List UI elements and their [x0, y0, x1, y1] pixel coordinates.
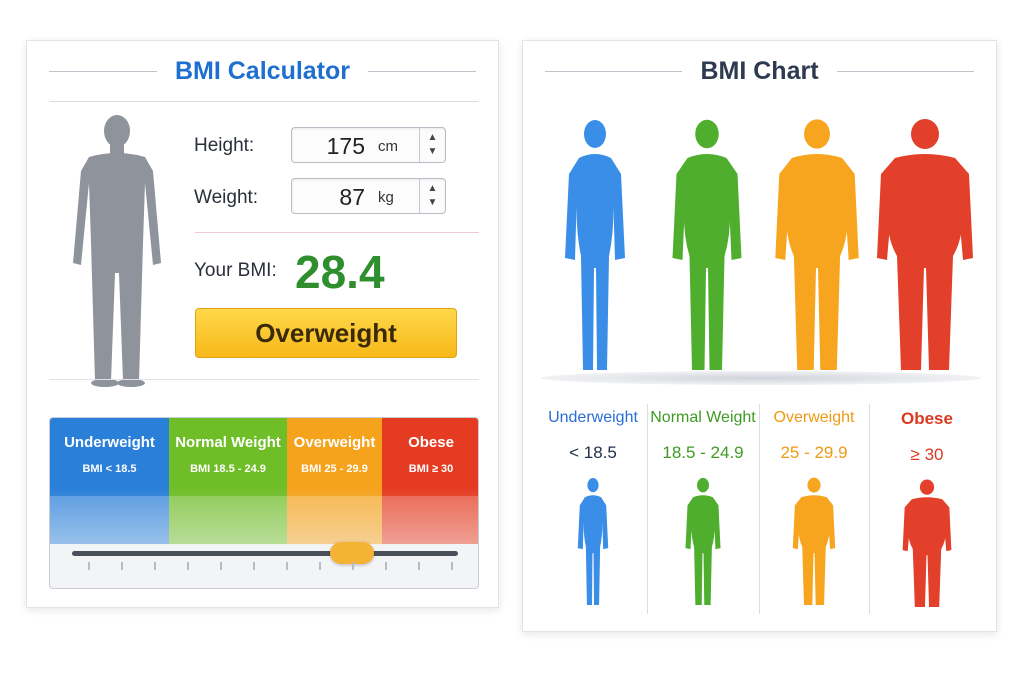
- body-figure-icon: [685, 477, 721, 605]
- body-figure-icon: [775, 119, 859, 370]
- header-divider: [49, 101, 479, 102]
- column-separator: [759, 404, 760, 614]
- person-silhouette-icon: [73, 115, 161, 387]
- bmi-calculator-panel: BMI Calculator Height: 175 cm ▲ ▼ Weight…: [26, 40, 499, 608]
- slider-tick: [187, 562, 189, 570]
- decrement-arrow-icon[interactable]: ▼: [427, 197, 438, 208]
- scale-segment-overweight: Overweight BMI 25 - 29.9: [287, 418, 382, 544]
- body-figure-icon: [792, 477, 836, 605]
- weight-stepper[interactable]: ▲ ▼: [419, 179, 445, 213]
- figure-floor: [49, 379, 479, 380]
- weight-label: Weight:: [194, 187, 259, 208]
- scale-segment-range: BMI ≥ 30: [408, 463, 454, 475]
- category-range: ≥ 30: [910, 445, 944, 464]
- slider-thumb[interactable]: [329, 542, 374, 564]
- chart-figure-normal-weight: [657, 117, 757, 384]
- slider-tick: [385, 562, 387, 570]
- scale-segment-normal-weight: Normal Weight BMI 18.5 - 24.9: [169, 418, 287, 544]
- chart-figure-underweight: [545, 117, 645, 384]
- category-range: 25 - 29.9: [780, 443, 848, 462]
- title-divider-left: [49, 71, 157, 72]
- category-figure: [759, 477, 869, 614]
- chart-figure-overweight: [767, 117, 867, 384]
- weight-input[interactable]: 87 kg ▲ ▼: [291, 178, 446, 214]
- category-name: Obese: [901, 409, 953, 428]
- slider-tick: [121, 562, 123, 570]
- title-divider-left: [545, 71, 683, 72]
- body-figure-icon: [565, 120, 625, 370]
- calculator-title: BMI Calculator: [174, 57, 351, 85]
- category-range: 18.5 - 24.9: [662, 443, 744, 462]
- height-stepper[interactable]: ▲ ▼: [419, 128, 445, 162]
- category-column: Underweight < 18.5: [537, 409, 649, 619]
- result-divider: [195, 232, 479, 233]
- body-figure-icon: [877, 119, 973, 370]
- slider-tick: [154, 562, 156, 570]
- category-range: < 18.5: [569, 443, 617, 462]
- category-name: Normal Weight: [650, 409, 756, 426]
- calculator-header: BMI Calculator: [27, 57, 498, 86]
- figures-floor-shadow: [541, 371, 981, 385]
- scale-segment-label: Normal Weight: [175, 434, 281, 451]
- category-figure: [647, 477, 759, 614]
- bmi-chart-panel: BMI Chart Underweight < 18.5 Normal Weight…: [522, 40, 997, 632]
- slider-track[interactable]: [72, 551, 458, 556]
- slider-tick: [286, 562, 288, 570]
- scale-segment-range: BMI < 18.5: [82, 463, 137, 475]
- scale-segment-label: Underweight: [64, 434, 155, 451]
- body-figure-icon: [577, 478, 609, 605]
- category-column: Normal Weight 18.5 - 24.9: [647, 409, 759, 619]
- slider-tick: [418, 562, 420, 570]
- slider-tick: [88, 562, 90, 570]
- scale-segment-obese: Obese BMI ≥ 30: [382, 418, 478, 544]
- decrement-arrow-icon[interactable]: ▼: [427, 146, 438, 157]
- slider-tick: [319, 562, 321, 570]
- increment-arrow-icon[interactable]: ▲: [427, 183, 438, 194]
- slider-tick: [451, 562, 453, 570]
- scale-segment-range: BMI 18.5 - 24.9: [190, 463, 266, 475]
- scale-gloss: [50, 496, 478, 544]
- slider-tick: [352, 562, 354, 570]
- chart-figure-obese: [875, 117, 975, 384]
- bmi-label: Your BMI:: [194, 260, 277, 281]
- category-column: Overweight 25 - 29.9: [759, 409, 869, 619]
- height-unit: cm: [378, 138, 398, 155]
- weight-value: 87: [339, 184, 365, 210]
- body-figure-icon: [672, 119, 742, 370]
- scale-segment-range: BMI 25 - 29.9: [301, 463, 368, 475]
- bmi-result-badge: Overweight: [195, 308, 457, 358]
- slider-tick: [220, 562, 222, 570]
- category-figure: [537, 477, 649, 614]
- column-separator: [869, 404, 870, 614]
- column-separator: [647, 404, 648, 614]
- category-column: Obese ≥ 30: [869, 409, 985, 619]
- chart-title: BMI Chart: [700, 57, 819, 85]
- body-figure-icon: [902, 479, 952, 607]
- height-input[interactable]: 175 cm ▲ ▼: [291, 127, 446, 163]
- scale-segment-underweight: Underweight BMI < 18.5: [50, 418, 169, 544]
- chart-header: BMI Chart: [523, 57, 996, 86]
- bmi-scale: Underweight BMI < 18.5 Normal Weight BMI 18…: [49, 417, 479, 589]
- category-figure: [869, 479, 985, 616]
- weight-unit: kg: [378, 189, 394, 206]
- title-divider-right: [836, 71, 974, 72]
- category-name: Underweight: [548, 409, 638, 426]
- title-divider-right: [368, 71, 476, 72]
- bmi-value: 28.4: [295, 246, 385, 298]
- slider-tick: [253, 562, 255, 570]
- height-value: 175: [326, 133, 365, 159]
- increment-arrow-icon[interactable]: ▲: [427, 132, 438, 143]
- height-label: Height:: [194, 135, 255, 156]
- scale-segment-label: Obese: [408, 434, 454, 451]
- category-name: Overweight: [773, 409, 855, 426]
- scale-segment-label: Overweight: [293, 434, 376, 451]
